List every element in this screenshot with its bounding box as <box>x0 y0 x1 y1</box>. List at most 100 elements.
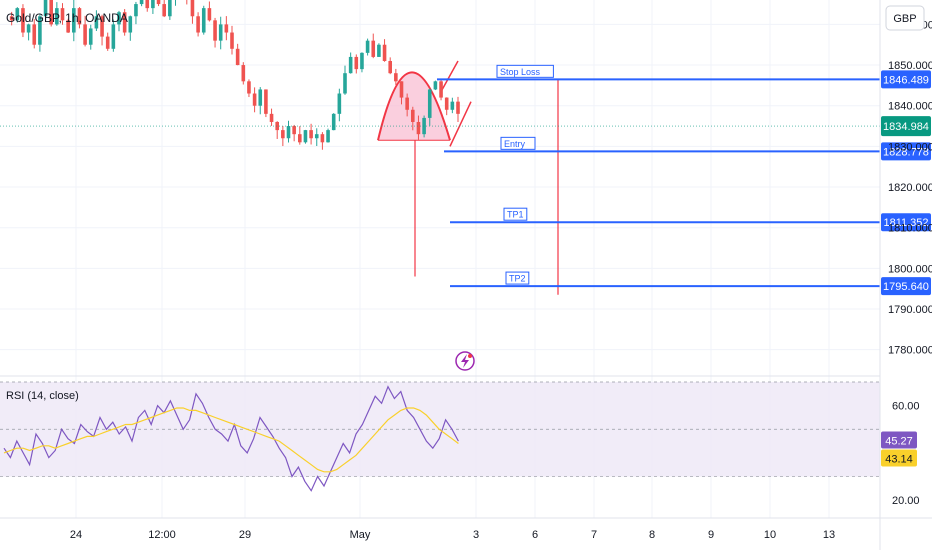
candle-body <box>348 56 353 74</box>
candle-body <box>111 24 116 49</box>
candle-body <box>354 56 359 70</box>
rsi-ma-value-label: 43.14 <box>885 453 913 465</box>
rsi-pane: 45.27 43.14 <box>0 381 917 492</box>
candle-body <box>309 130 313 139</box>
currency-label: GBP <box>893 13 916 25</box>
candle-body <box>38 16 42 45</box>
alert-icon[interactable] <box>455 351 475 371</box>
pattern-arc <box>377 71 451 141</box>
level-price-label: 1846.489 <box>883 74 929 86</box>
candle-body <box>60 8 65 21</box>
level-tag <box>503 207 528 221</box>
candle-body <box>88 28 93 45</box>
level-price-tag <box>881 213 931 232</box>
candle-body <box>411 109 415 122</box>
level-tag <box>500 136 536 150</box>
time-tick-label: 8 <box>649 529 655 541</box>
level-label: TP1 <box>507 210 524 220</box>
level-price-label: 1828.778 <box>883 146 929 158</box>
candle-body <box>224 24 229 33</box>
candle-body <box>269 113 274 122</box>
price-tick-label: 1850.000 <box>888 60 932 72</box>
current-price-tag <box>881 116 931 137</box>
candle-body <box>66 20 70 33</box>
candle-body <box>122 12 127 33</box>
candle-body <box>394 73 398 82</box>
candle-body <box>292 126 296 135</box>
candle-body <box>247 81 251 94</box>
candle-body <box>337 93 342 114</box>
level-label: TP2 <box>509 274 526 284</box>
candle-body <box>162 4 166 17</box>
candle-body <box>360 52 364 70</box>
candle-body <box>365 40 370 53</box>
candle-body <box>382 44 387 61</box>
candle-body <box>43 0 48 17</box>
current-price-label: 1834.984 <box>883 121 929 133</box>
candle-body <box>145 0 150 9</box>
level-price-label: 1811.352 <box>883 217 928 229</box>
level-price-tag <box>881 142 931 161</box>
candle-body <box>326 130 330 143</box>
candle-body <box>264 89 268 114</box>
pattern-fill <box>378 72 450 141</box>
candle-body <box>371 40 376 57</box>
shoulder-line <box>439 60 459 94</box>
candle-body <box>258 89 263 106</box>
candle-body <box>281 130 285 139</box>
rsi-tick-label: 60.00 <box>892 401 920 413</box>
trade-levels[interactable]: Stop Loss 1846.489 Entry 1828.778 TP1 1811.35… <box>0 64 931 296</box>
price-tick-label: 1810.000 <box>888 223 932 235</box>
candle-body <box>399 81 404 98</box>
candle-body <box>422 117 426 135</box>
time-tick-label: 9 <box>708 529 714 541</box>
candle-body <box>298 134 302 143</box>
rsi-ma-value-tag <box>881 449 917 467</box>
candle-body <box>83 24 87 45</box>
candle-body <box>314 134 319 139</box>
candle-body <box>77 8 82 25</box>
candle-body <box>117 12 121 25</box>
candle-body <box>72 8 76 33</box>
time-tick-label: 6 <box>532 529 538 541</box>
price-tick-label: 1820.000 <box>888 182 932 194</box>
head-pattern <box>377 60 559 295</box>
candle-body <box>207 8 212 21</box>
level-label: Entry <box>504 139 526 149</box>
time-tick-label: 24 <box>70 529 82 541</box>
price-tick-label: 1800.000 <box>888 263 932 275</box>
candle-body <box>156 0 161 5</box>
candle-body <box>151 0 155 9</box>
candle-body <box>21 8 25 33</box>
level-label: Stop Loss <box>500 67 541 77</box>
candle-body <box>331 113 336 131</box>
candle-body <box>427 89 432 118</box>
rsi-value-label: 45.27 <box>885 435 913 447</box>
candle-body <box>377 44 381 57</box>
candle-body <box>286 126 291 139</box>
price-tick-label: 1840.000 <box>888 101 932 113</box>
candle-body <box>201 8 206 33</box>
candle-body <box>32 24 37 45</box>
candle-body <box>235 48 240 66</box>
candle-body <box>55 8 59 25</box>
candle-body <box>252 93 257 106</box>
symbol-title[interactable]: Gold/GBP, 1h, OANDA <box>6 11 128 25</box>
rsi-title[interactable]: RSI (14, close) <box>6 390 79 402</box>
candle-body <box>303 130 308 143</box>
time-tick-label: 13 <box>823 529 835 541</box>
candle-body <box>105 36 110 49</box>
rsi-tick-label: 20.00 <box>892 495 920 507</box>
candle-body <box>49 0 53 25</box>
candle-body <box>100 16 104 37</box>
currency-button[interactable] <box>885 5 925 31</box>
candle-body <box>444 97 449 110</box>
candlesticks <box>9 0 460 150</box>
candle-body <box>94 16 99 29</box>
candle-body <box>26 24 31 33</box>
price-tick-label: 1790.000 <box>888 304 932 316</box>
candle-body <box>196 16 200 33</box>
level-tag <box>505 271 530 285</box>
time-tick-label: 12:00 <box>148 529 176 541</box>
